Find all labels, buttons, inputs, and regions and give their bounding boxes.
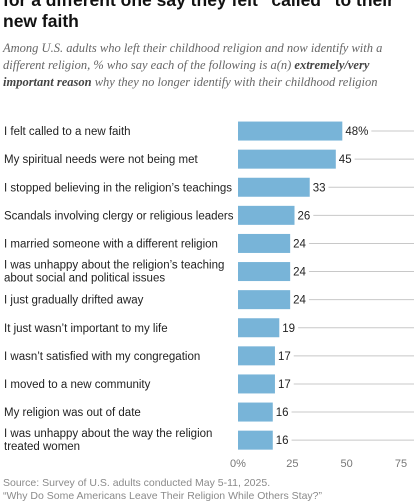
bar: [238, 402, 273, 422]
bar: [238, 233, 291, 253]
x-tick-label: 0%: [230, 458, 246, 470]
value-label: 19: [282, 323, 295, 335]
value-label: 24: [293, 267, 306, 279]
bar: [238, 318, 280, 338]
bar: [238, 121, 343, 141]
chart-title: for a different one say they felt “calle…: [3, 0, 394, 31]
bar: [238, 149, 336, 169]
category-label-line: treated women: [4, 441, 80, 453]
x-tick-label: 25: [286, 458, 298, 470]
bar: [238, 205, 295, 225]
bar: [238, 262, 291, 282]
value-label: 16: [276, 435, 289, 447]
category-label: Scandals involving clergy or religious l…: [4, 210, 234, 222]
value-label: 24: [293, 295, 306, 307]
value-label: 24: [293, 238, 306, 250]
value-label: 48%: [345, 126, 368, 138]
category-label-line: I was unhappy about the way the religion: [4, 428, 212, 440]
source-note: Source: Survey of U.S. adults conducted …: [3, 477, 271, 489]
value-label: 16: [276, 407, 289, 419]
bar: [238, 430, 273, 450]
category-label: I married someone with a different relig…: [4, 238, 218, 250]
bar: [238, 290, 291, 310]
category-label: I was unhappy about the way the religion…: [4, 428, 212, 453]
category-label: I felt called to a new faith: [4, 126, 131, 138]
value-label: 26: [298, 210, 311, 222]
chart-subtitle: Among U.S. adults who left their childho…: [3, 40, 417, 91]
category-label: I was unhappy about the religion’s teach…: [4, 260, 224, 285]
value-label: 45: [339, 154, 352, 166]
bar: [238, 346, 275, 366]
category-label: I moved to a new community: [4, 379, 151, 391]
category-label: I just gradually drifted away: [4, 295, 144, 307]
x-tick-label: 75: [395, 458, 407, 470]
value-label: 17: [278, 379, 291, 391]
category-label: My spiritual needs were not being met: [4, 154, 198, 166]
report-title: “Why Do Some Americans Leave Their Relig…: [3, 490, 323, 502]
subtitle-emphasis: extremely/very important reason: [3, 58, 370, 89]
subtitle-text: Among U.S. adults who left their childho…: [3, 41, 383, 72]
value-label: 17: [278, 351, 291, 363]
x-tick-label: 50: [341, 458, 353, 470]
category-label: It just wasn’t important to my life: [4, 323, 168, 335]
category-label: I stopped believing in the religion’s te…: [4, 182, 232, 194]
chart-footer: Source: Survey of U.S. adults conducted …: [3, 477, 417, 503]
category-label-line: about social and political issues: [4, 273, 165, 285]
category-label: My religion was out of date: [4, 407, 141, 419]
category-label: I wasn’t satisfied with my congregation: [4, 351, 200, 363]
bar-chart: I felt called to a new faith 48% My spirit…: [4, 121, 414, 470]
bar: [238, 374, 275, 394]
subtitle-text-end: why they no longer identify with their c…: [91, 75, 378, 89]
value-label: 33: [313, 182, 326, 194]
bar: [238, 177, 310, 197]
category-label-line: I was unhappy about the religion’s teach…: [4, 260, 224, 272]
